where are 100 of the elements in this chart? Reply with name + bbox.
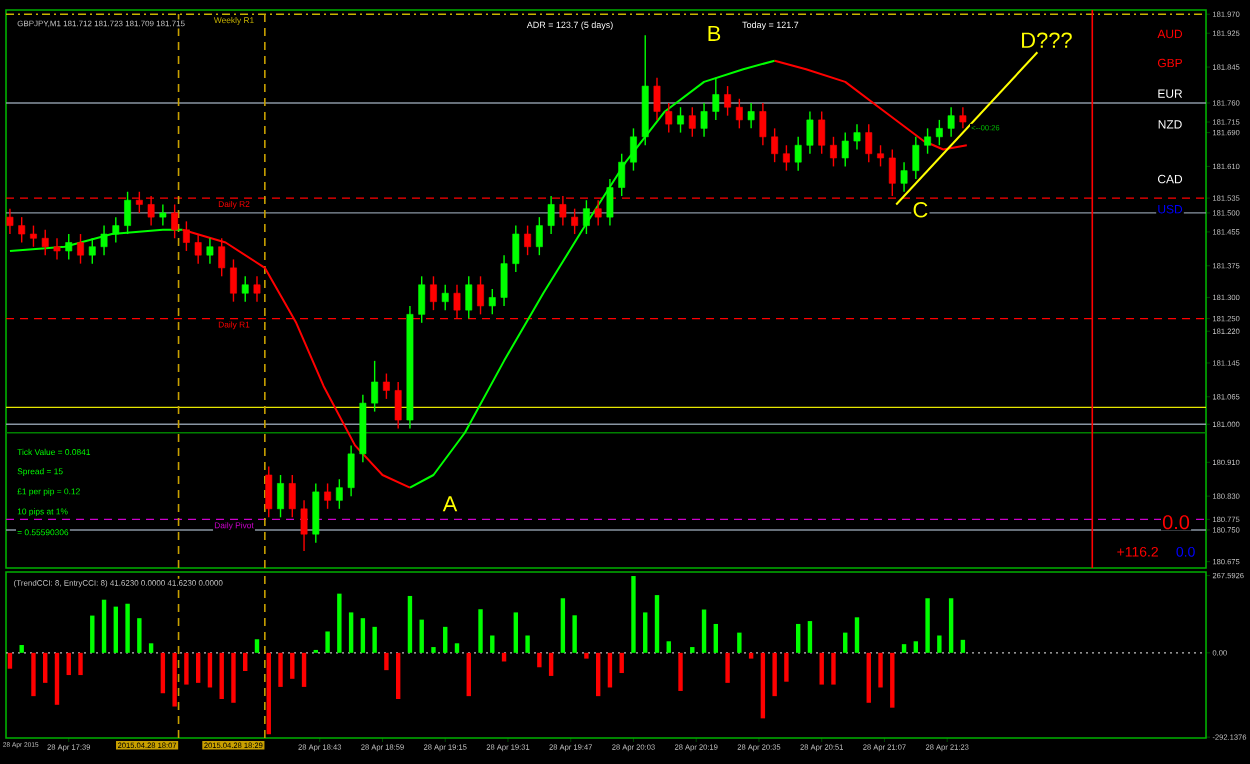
bar	[43, 652, 48, 683]
bar	[184, 652, 189, 685]
bar	[548, 652, 554, 676]
candlestick	[853, 123, 861, 151]
candlestick	[606, 178, 614, 227]
bar	[725, 652, 730, 683]
candlestick	[653, 76, 661, 121]
bar	[843, 632, 848, 653]
candlestick	[30, 224, 37, 248]
candlestick	[794, 136, 802, 172]
bar	[831, 652, 836, 685]
candlestick	[53, 237, 61, 261]
candlestick	[677, 106, 684, 134]
candlestick	[371, 360, 379, 413]
bar	[890, 652, 895, 708]
candlestick	[418, 275, 426, 324]
candlestick	[747, 102, 755, 130]
candlestick	[841, 131, 849, 168]
candlestick	[630, 127, 637, 172]
bar	[443, 626, 448, 653]
candlestick	[324, 482, 332, 510]
bar	[7, 652, 13, 669]
annotation: C	[913, 202, 928, 218]
candlestick	[900, 161, 908, 193]
candlestick	[265, 465, 273, 518]
candlestick	[159, 203, 167, 227]
bar	[690, 647, 695, 653]
candlestick	[18, 216, 26, 244]
bar	[619, 652, 624, 674]
bar	[819, 652, 824, 685]
candlestick	[112, 216, 120, 244]
candlestick	[206, 237, 214, 265]
bar	[525, 635, 530, 653]
bar	[290, 652, 295, 679]
bar	[654, 595, 660, 653]
candlestick	[571, 207, 579, 235]
candlestick	[430, 275, 437, 311]
bar	[254, 639, 260, 653]
bar	[960, 639, 966, 653]
bar	[384, 652, 389, 671]
candlestick	[312, 482, 320, 544]
candlestick	[665, 102, 673, 134]
candlestick	[241, 275, 249, 303]
candlestick	[959, 106, 967, 130]
candlestick	[465, 275, 473, 320]
annotation: A	[442, 496, 458, 512]
candlestick	[782, 144, 790, 172]
candlestick	[100, 224, 108, 256]
candlestick	[512, 224, 520, 273]
bar	[643, 612, 648, 653]
candlestick	[6, 207, 14, 235]
bar	[78, 652, 83, 676]
bar	[243, 652, 248, 672]
candlestick	[771, 127, 779, 163]
candlestick	[924, 127, 932, 155]
candlestick	[477, 275, 484, 316]
bar	[172, 652, 177, 707]
candlestick	[688, 106, 696, 138]
candlestick	[724, 85, 732, 117]
bar	[219, 652, 224, 700]
candlestick	[382, 372, 390, 400]
candlestick	[300, 499, 308, 552]
candlestick	[171, 203, 179, 239]
bar	[431, 647, 436, 653]
bar	[31, 652, 36, 697]
bar	[454, 643, 460, 653]
candlestick	[700, 102, 708, 138]
candlestick	[712, 76, 720, 121]
bar	[478, 609, 483, 653]
annotation: B	[708, 25, 721, 41]
candlestick	[735, 98, 743, 130]
bar	[878, 652, 883, 688]
candlestick	[500, 254, 508, 307]
candlestick	[41, 229, 49, 256]
bar	[795, 623, 801, 653]
bar	[301, 652, 307, 687]
bar	[231, 652, 236, 703]
bar	[666, 641, 671, 653]
candlestick	[253, 275, 261, 303]
bar	[913, 641, 919, 653]
bar	[125, 603, 130, 653]
candlestick	[947, 106, 955, 138]
candlestick	[394, 381, 402, 430]
bar	[407, 595, 413, 653]
bar	[195, 652, 201, 683]
candlestick	[582, 199, 590, 235]
candlestick	[65, 233, 73, 261]
candlestick	[935, 119, 943, 146]
bar	[595, 652, 601, 697]
bar	[19, 645, 24, 653]
bar	[160, 652, 166, 694]
candlestick	[277, 474, 284, 518]
candlestick	[441, 284, 449, 311]
bar	[54, 652, 60, 705]
bar	[737, 632, 742, 653]
bar	[937, 635, 942, 653]
bar	[395, 652, 401, 700]
bar	[784, 652, 789, 682]
candlestick	[77, 233, 84, 265]
bar	[513, 612, 519, 653]
